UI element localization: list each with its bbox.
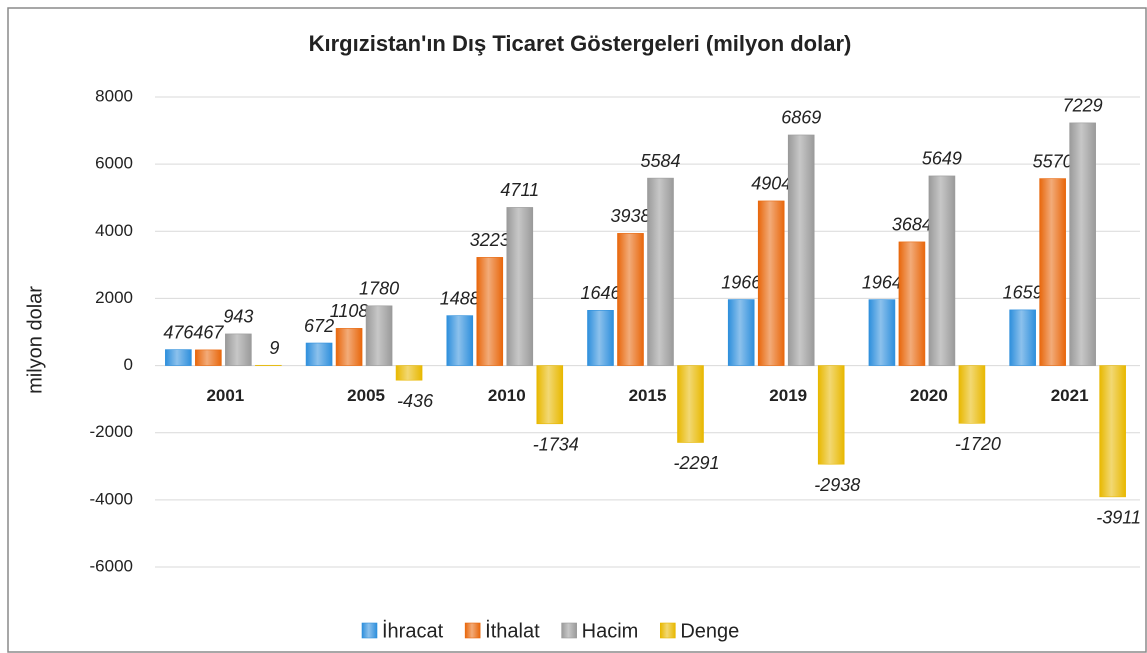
- bar: [365, 305, 393, 366]
- value-label: 7229: [1063, 96, 1103, 116]
- bar: [506, 207, 534, 366]
- value-label: -3911: [1096, 508, 1141, 528]
- value-label: 1780: [359, 279, 399, 299]
- bar: [1099, 365, 1126, 498]
- bar: [677, 365, 704, 443]
- bar: [305, 342, 333, 366]
- bar: [1009, 309, 1036, 366]
- y-axis-label: milyon dolar: [24, 286, 46, 394]
- bar: [225, 333, 252, 366]
- value-label: -436: [397, 391, 434, 411]
- value-label: 3223: [470, 230, 510, 250]
- value-label: 9: [269, 338, 279, 358]
- value-label: -2938: [814, 475, 860, 495]
- value-label: 3938: [610, 206, 650, 226]
- value-label: 1659: [1003, 283, 1043, 303]
- x-tick-label: 2020: [910, 386, 948, 405]
- value-label: 1966: [721, 272, 762, 292]
- value-label: 476: [163, 322, 194, 342]
- bar: [787, 134, 815, 366]
- legend-swatch: [361, 622, 378, 639]
- bar: [958, 365, 986, 424]
- bar: [1069, 122, 1096, 366]
- bar: [587, 310, 614, 366]
- value-label: 943: [223, 307, 253, 327]
- value-label: -1720: [955, 434, 1001, 454]
- value-label: 4711: [500, 180, 539, 200]
- bar: [727, 299, 755, 366]
- value-label: 5584: [640, 151, 680, 171]
- bar: [868, 299, 896, 366]
- y-tick-label: 6000: [95, 154, 133, 173]
- x-tick-label: 2015: [629, 386, 667, 405]
- legend-label: Hacim: [582, 620, 639, 642]
- x-tick-label: 2010: [488, 386, 526, 405]
- value-label: 5570: [1033, 151, 1073, 171]
- bar: [536, 365, 564, 425]
- value-label: 5649: [922, 149, 962, 169]
- bar: [928, 175, 956, 366]
- value-label: 1488: [440, 288, 480, 308]
- y-tick-label: -4000: [90, 489, 133, 508]
- bar: [335, 328, 363, 366]
- value-label: 1108: [330, 301, 369, 321]
- legend-label: Denge: [680, 620, 739, 642]
- bar: [817, 365, 845, 465]
- bar: [898, 241, 926, 366]
- bar: [395, 365, 423, 381]
- y-tick-label: -2000: [90, 422, 133, 441]
- bar: [1039, 178, 1066, 366]
- bar: [195, 349, 222, 366]
- value-label: 467: [193, 323, 224, 343]
- bar: [165, 349, 192, 366]
- x-tick-label: 2021: [1051, 386, 1089, 405]
- y-tick-label: 2000: [95, 288, 133, 307]
- y-tick-label: 0: [124, 355, 133, 374]
- legend-swatch: [464, 622, 481, 639]
- value-label: 1964: [862, 272, 902, 292]
- value-label: 1646: [580, 283, 621, 303]
- bar: [617, 233, 644, 366]
- y-tick-label: 8000: [95, 86, 133, 105]
- bar: [757, 200, 785, 366]
- x-tick-label: 2001: [206, 386, 244, 405]
- x-tick-label: 2005: [347, 386, 385, 405]
- bar: [476, 257, 504, 366]
- value-label: 672: [304, 316, 334, 336]
- value-label: 4904: [751, 174, 791, 194]
- y-tick-label: 4000: [95, 221, 133, 240]
- bar: [446, 315, 474, 366]
- chart-title: Kırgızistan'ın Dış Ticaret Göstergeleri …: [309, 31, 852, 56]
- bar: [647, 177, 674, 366]
- legend-label: İhracat: [382, 619, 444, 642]
- legend-label: İthalat: [485, 619, 540, 642]
- value-label: 3684: [892, 215, 932, 235]
- legend-swatch: [561, 622, 577, 639]
- y-tick-label: -6000: [90, 556, 133, 575]
- legend-swatch: [660, 622, 676, 639]
- chart-frame: [7, 7, 1147, 653]
- value-label: -1734: [533, 435, 579, 455]
- value-label: -2291: [673, 453, 719, 473]
- value-label: 6869: [781, 108, 821, 128]
- x-tick-label: 2019: [769, 386, 807, 405]
